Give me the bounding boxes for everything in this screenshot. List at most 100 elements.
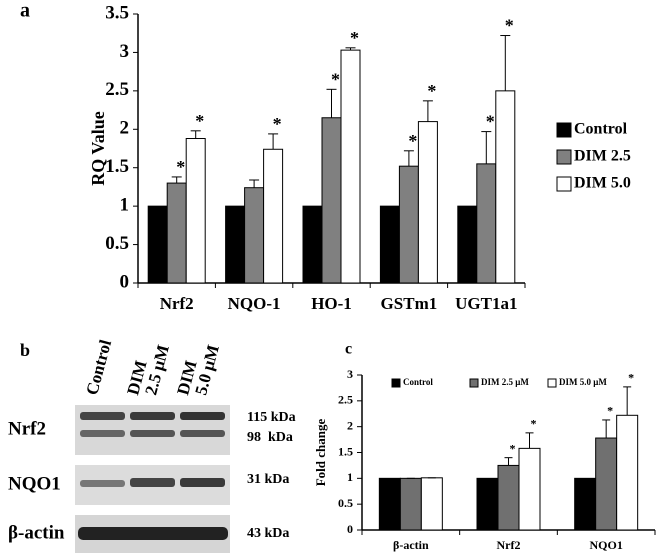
bar: [185, 138, 206, 284]
bar: [321, 117, 342, 284]
band: [130, 412, 175, 420]
band: [180, 430, 225, 437]
error-bar: [500, 35, 511, 91]
error-bar: [422, 100, 433, 122]
legend-label: DIM 5.0 μM: [559, 377, 607, 387]
y-tick-label: 2.5: [338, 393, 353, 407]
band: [80, 480, 125, 487]
x-tick-label: NQO1: [589, 538, 622, 552]
bar: [497, 464, 520, 531]
error-bar: [268, 133, 279, 150]
legend-label: DIM 2.5 μM: [481, 377, 529, 387]
y-tick-label: 1.5: [338, 444, 353, 458]
size-label: 31 kDa: [247, 472, 289, 487]
error-bar: [190, 130, 201, 139]
bar: [616, 414, 639, 531]
y-tick-label: 3: [347, 367, 353, 381]
row-label: Nrf2: [8, 418, 46, 439]
row-label: NQO1: [8, 473, 61, 494]
significance-mark: *: [195, 111, 204, 131]
bar: [518, 447, 541, 531]
band: [180, 478, 225, 487]
y-axis-label: Fold change: [313, 419, 328, 487]
significance-mark: *: [408, 131, 417, 151]
band: [130, 430, 175, 437]
y-tick-label: 0.5: [105, 233, 129, 254]
blot-images: [75, 405, 230, 553]
legend-swatch: [556, 149, 572, 165]
bar: [340, 49, 361, 284]
y-tick-label: 2.5: [105, 79, 129, 100]
panel-label: c: [345, 341, 352, 358]
bar: [595, 437, 618, 531]
bar: [495, 90, 516, 284]
y-axis-label: RQ Value: [88, 111, 108, 186]
significance-mark: *: [176, 157, 185, 177]
error-bar: [481, 131, 492, 164]
legend-swatch: [556, 176, 572, 192]
significance-mark: *: [486, 112, 495, 132]
bar: [225, 205, 246, 284]
row-label: β-actin: [8, 522, 65, 543]
error-bar: [249, 179, 260, 188]
bar: [166, 182, 187, 284]
panel-label: b: [20, 340, 30, 360]
significance-mark: *: [531, 417, 537, 431]
significance-mark: *: [510, 441, 516, 455]
x-tick-label: Nrf2: [497, 538, 521, 552]
y-tick-label: 3: [120, 41, 130, 62]
panel-label: a: [20, 0, 30, 22]
size-label: 98 kDa: [247, 430, 293, 445]
legend-swatch: [556, 122, 572, 138]
y-tick-label: 0: [120, 271, 130, 292]
legend-label: Control: [574, 121, 628, 138]
significance-mark: *: [273, 114, 282, 134]
significance-mark: *: [607, 404, 613, 418]
bar: [244, 187, 265, 284]
bar: [379, 205, 400, 284]
bar: [476, 477, 499, 531]
bar: [147, 205, 168, 284]
y-tick-label: 1: [120, 195, 130, 216]
legend-swatch: [391, 378, 401, 388]
legend-label: DIM 2.5: [574, 148, 631, 165]
band: [80, 430, 125, 437]
y-tick-label: 2: [347, 418, 353, 432]
significance-mark: *: [505, 16, 514, 36]
significance-mark: *: [331, 69, 340, 89]
significance-mark: *: [628, 371, 634, 385]
bar: [378, 477, 401, 531]
band: [78, 527, 228, 540]
bar: [398, 165, 419, 284]
legend-label: DIM 5.0: [574, 175, 631, 192]
band: [130, 478, 175, 487]
error-bar: [403, 150, 414, 167]
legend-swatch: [469, 378, 479, 388]
bar: [302, 205, 323, 284]
error-bar: [525, 432, 534, 449]
y-tick-label: 0.5: [338, 496, 353, 510]
error-bar: [345, 47, 356, 51]
size-label: 43 kDa: [247, 526, 289, 541]
bar: [457, 205, 478, 284]
y-tick-label: 1: [347, 470, 353, 484]
bar: [420, 477, 443, 531]
legend-label: Control: [403, 377, 433, 387]
x-tick-label: NQO-1: [228, 294, 281, 313]
x-tick-label: β-actin: [393, 538, 429, 552]
bar: [476, 163, 497, 284]
error-bar: [504, 457, 513, 466]
x-tick-label: Nrf2: [160, 294, 194, 313]
y-tick-label: 1.5: [105, 156, 129, 177]
y-tick-label: 0: [347, 522, 353, 536]
y-tick-label: 2: [120, 118, 130, 139]
x-tick-label: UGT1a1: [455, 294, 517, 313]
error-bar: [602, 419, 611, 439]
x-tick-label: HO-1: [311, 294, 352, 313]
band: [180, 412, 225, 420]
bar: [574, 477, 597, 531]
x-tick-label: GSTm1: [381, 294, 438, 313]
error-bar: [171, 176, 182, 184]
y-tick-label: 3.5: [105, 2, 129, 23]
